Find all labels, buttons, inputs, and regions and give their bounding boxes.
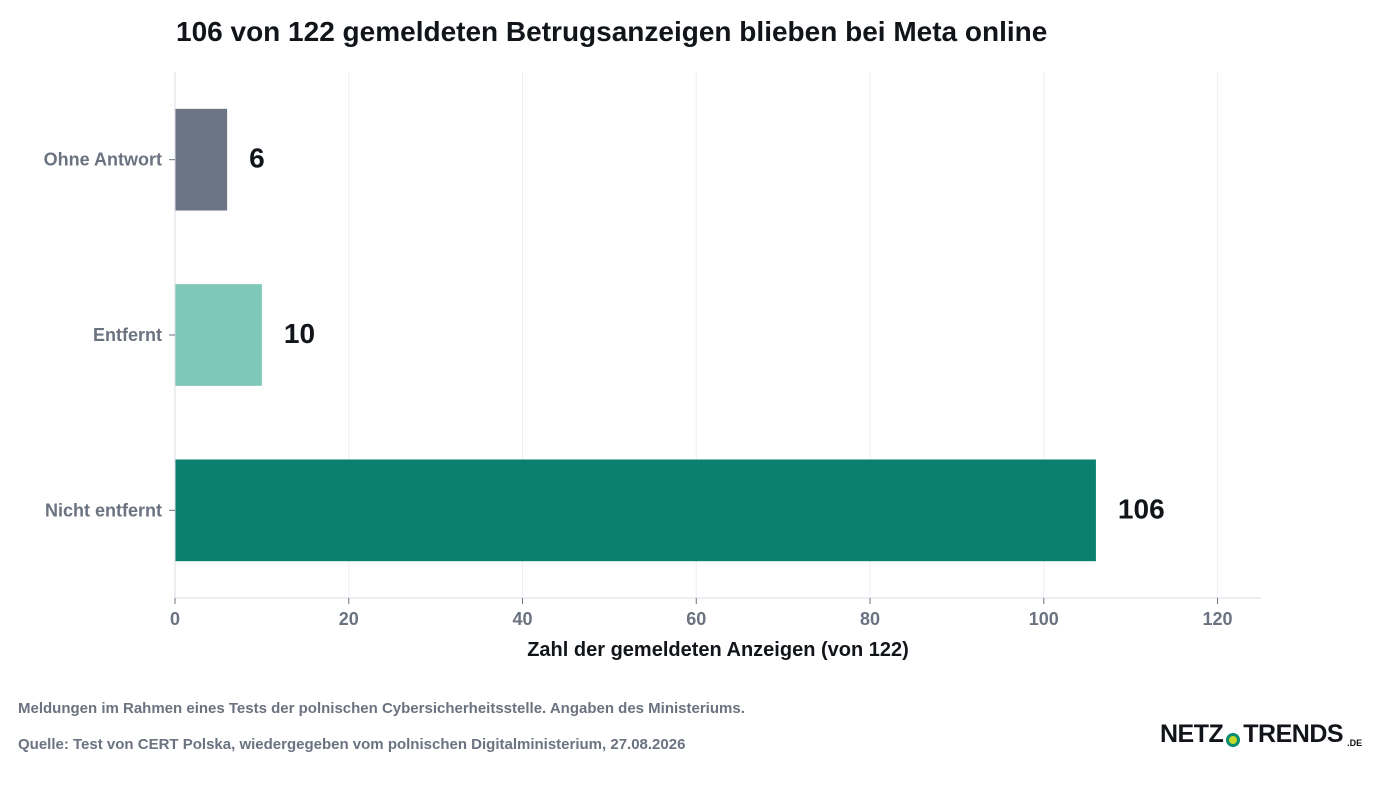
value-label-nicht-entfernt: 106 bbox=[1118, 493, 1165, 524]
category-label-entfernt: Entfernt bbox=[93, 325, 162, 345]
x-tick-label-40: 40 bbox=[513, 609, 533, 629]
x-tick-label-120: 120 bbox=[1203, 609, 1233, 629]
chart-title: 106 von 122 gemeldeten Betrugsanzeigen b… bbox=[176, 16, 1048, 47]
grid-lines bbox=[348, 72, 1219, 598]
bar-ohne-antwort bbox=[175, 108, 228, 211]
bar-entfernt bbox=[175, 284, 262, 386]
chart-source: Quelle: Test von CERT Polska, wiedergege… bbox=[18, 736, 686, 753]
x-axis-label: Zahl der gemeldeten Anzeigen (von 122) bbox=[527, 639, 909, 661]
category-label-nicht-entfernt: Nicht entfernt bbox=[45, 500, 162, 520]
netztrends-logo: NETZ TRENDS .DE bbox=[1160, 720, 1362, 749]
bar-nicht-entfernt bbox=[175, 459, 1096, 562]
category-label-ohne-antwort: Ohne Antwort bbox=[44, 150, 162, 170]
x-tick-label-80: 80 bbox=[860, 609, 880, 629]
x-tick-label-20: 20 bbox=[339, 609, 359, 629]
logo-word-netz: NETZ bbox=[1160, 720, 1224, 748]
x-tick-label-0: 0 bbox=[170, 609, 180, 629]
axes: 0 20 40 60 80 100 120 Ohne Antwort Entfernt Nicht… bbox=[44, 72, 1261, 629]
bar-chart: 6 10 106 0 20 40 60 80 100 120 Ohne Antwort Entfer… bbox=[44, 72, 1261, 661]
value-label-ohne-antwort: 6 bbox=[249, 143, 265, 174]
chart-note: Meldungen im Rahmen eines Tests der poln… bbox=[18, 700, 745, 717]
logo-word-trends: TRENDS bbox=[1243, 720, 1344, 748]
logo-tld: .DE bbox=[1347, 737, 1363, 748]
bars: 6 10 106 bbox=[175, 108, 1165, 562]
x-tick-label-60: 60 bbox=[686, 609, 706, 629]
value-label-entfernt: 10 bbox=[284, 318, 315, 349]
logo-dot-icon bbox=[1226, 732, 1241, 747]
x-tick-label-100: 100 bbox=[1029, 609, 1059, 629]
